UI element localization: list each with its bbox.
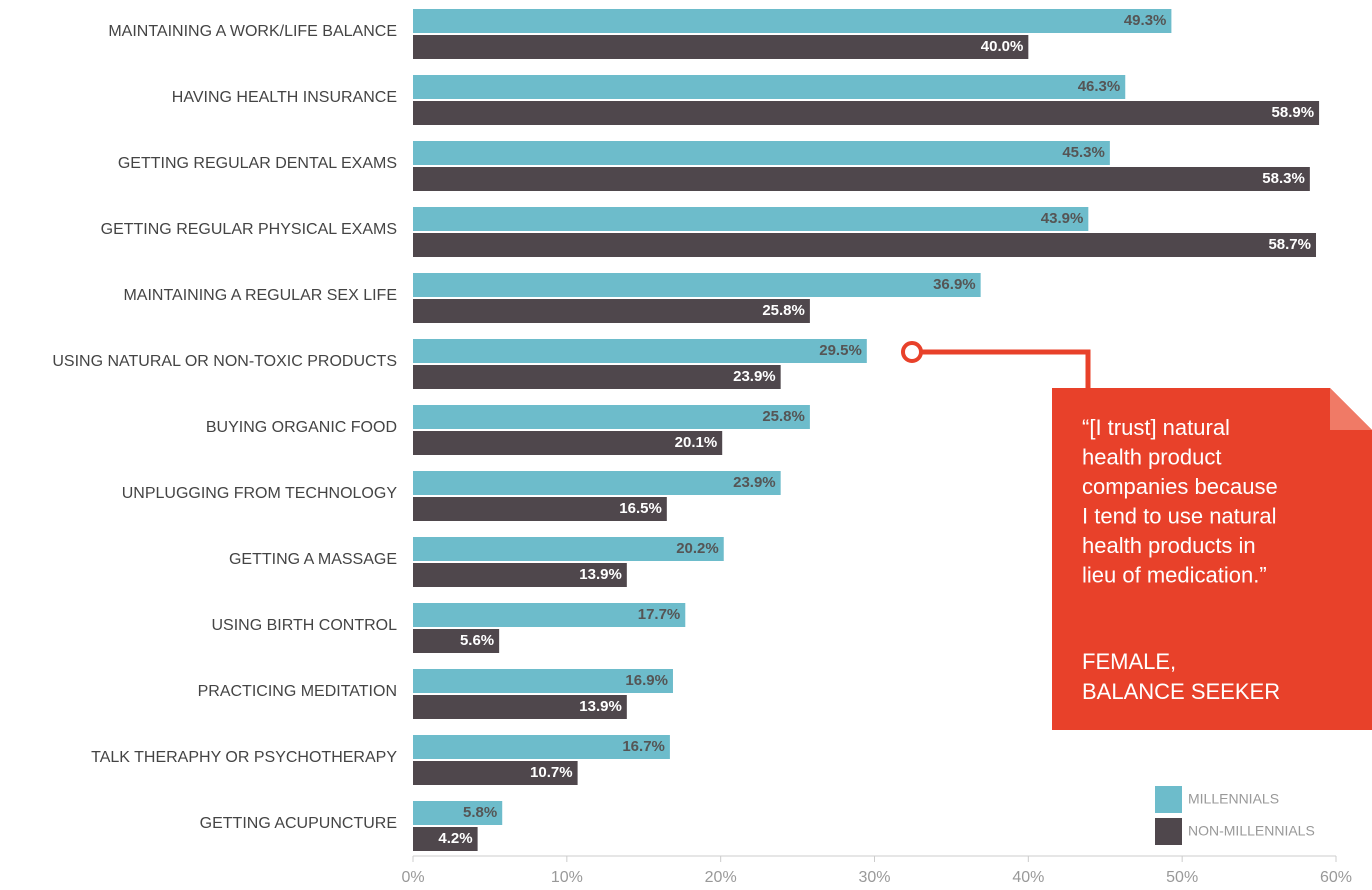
callout-attribution: BALANCE SEEKER (1082, 679, 1280, 704)
value-label: 58.9% (1272, 104, 1315, 121)
value-label: 58.3% (1262, 170, 1305, 187)
value-label: 20.2% (676, 540, 719, 557)
bar (413, 9, 1172, 33)
x-tick-label: 10% (551, 869, 583, 886)
value-label: 13.9% (579, 566, 622, 583)
value-label: 16.9% (625, 672, 668, 689)
value-label: 16.7% (622, 738, 665, 755)
callout-connector (921, 349, 1091, 388)
category-label: GETTING REGULAR PHYSICAL EXAMS (101, 221, 397, 238)
bar (413, 735, 670, 759)
callout-quote: I tend to use natural (1082, 503, 1276, 528)
bar (413, 75, 1126, 99)
value-label: 46.3% (1078, 78, 1121, 95)
bar (413, 101, 1320, 125)
bar (413, 497, 667, 521)
bar (413, 405, 810, 429)
bar (413, 167, 1310, 191)
category-label: MAINTAINING A REGULAR SEX LIFE (123, 287, 397, 304)
bar (413, 563, 627, 587)
category-label: USING NATURAL OR NON-TOXIC PRODUCTS (52, 353, 397, 370)
bar (413, 827, 478, 851)
bar (413, 233, 1317, 257)
x-tick-label: 40% (1012, 869, 1044, 886)
value-label: 40.0% (981, 38, 1024, 55)
callout-fold (1330, 388, 1372, 430)
x-tick-label: 30% (858, 869, 890, 886)
bar (413, 273, 981, 297)
bar (413, 801, 503, 825)
value-label: 23.9% (733, 368, 776, 385)
category-label: BUYING ORGANIC FOOD (206, 419, 397, 436)
value-label: 25.8% (762, 408, 805, 425)
bar (413, 761, 578, 785)
value-label: 49.3% (1124, 12, 1167, 29)
bar (413, 339, 867, 363)
value-label: 20.1% (675, 434, 718, 451)
value-label: 43.9% (1041, 210, 1084, 227)
bar (413, 35, 1029, 59)
x-tick-label: 20% (705, 869, 737, 886)
callout-dot (901, 341, 923, 363)
value-label: 16.5% (619, 500, 662, 517)
value-label: 5.6% (460, 632, 494, 649)
value-label: 23.9% (733, 474, 776, 491)
legend-label: NON-MILLENNIALS (1188, 823, 1315, 839)
bar (413, 471, 781, 495)
x-tick-label: 60% (1320, 869, 1352, 886)
callout-box (1052, 388, 1372, 730)
bar (413, 299, 810, 323)
bar (413, 629, 500, 653)
bar (413, 207, 1089, 231)
x-tick-label: 50% (1166, 869, 1198, 886)
legend-label: MILLENNIALS (1188, 791, 1279, 807)
value-label: 17.7% (638, 606, 681, 623)
callout-quote: companies because (1082, 474, 1278, 499)
category-label: GETTING ACUPUNCTURE (200, 815, 397, 832)
category-label: PRACTICING MEDITATION (198, 683, 397, 700)
value-label: 36.9% (933, 276, 976, 293)
category-label: GETTING A MASSAGE (229, 551, 397, 568)
callout-quote: health product (1082, 444, 1221, 469)
bar (413, 603, 686, 627)
category-label: UNPLUGGING FROM TECHNOLOGY (122, 485, 398, 502)
value-label: 29.5% (819, 342, 862, 359)
bar (413, 669, 673, 693)
value-label: 45.3% (1062, 144, 1105, 161)
x-tick-label: 0% (401, 869, 424, 886)
category-label: TALK THERAPHY OR PSYCHOTHERAPY (91, 749, 397, 766)
category-label: HAVING HEALTH INSURANCE (172, 89, 397, 106)
bar (413, 537, 724, 561)
value-label: 10.7% (530, 764, 573, 781)
category-label: USING BIRTH CONTROL (212, 617, 398, 634)
value-label: 4.2% (438, 830, 472, 847)
callout-quote: health products in (1082, 533, 1256, 558)
legend-swatch (1155, 818, 1182, 845)
legend-swatch (1155, 786, 1182, 813)
value-label: 5.8% (463, 804, 497, 821)
value-label: 58.7% (1268, 236, 1311, 253)
bar (413, 365, 781, 389)
value-label: 13.9% (579, 698, 622, 715)
bar (413, 141, 1110, 165)
category-label: MAINTAINING A WORK/LIFE BALANCE (108, 23, 397, 40)
callout-quote: “[I trust] natural (1082, 415, 1230, 440)
category-label: GETTING REGULAR DENTAL EXAMS (118, 155, 397, 172)
bar (413, 695, 627, 719)
callout-quote: lieu of medication.” (1082, 562, 1267, 587)
value-label: 25.8% (762, 302, 805, 319)
callout-attribution: FEMALE, (1082, 649, 1176, 674)
bar (413, 431, 723, 455)
